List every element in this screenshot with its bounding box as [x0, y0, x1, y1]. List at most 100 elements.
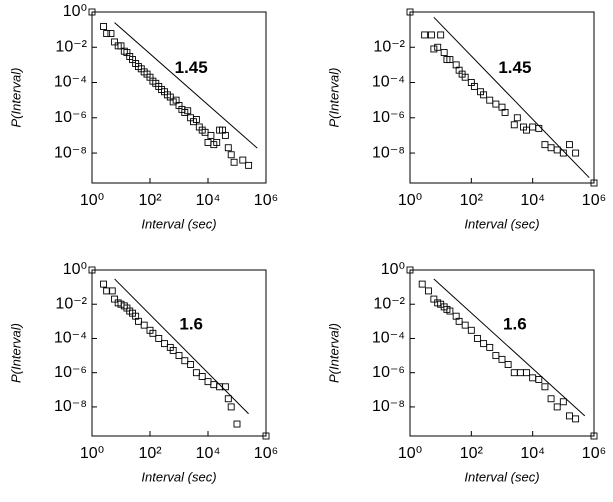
- data-point: [430, 295, 438, 303]
- data-point: [590, 179, 598, 187]
- slope-annotation: 1.45: [498, 58, 531, 77]
- data-point: [486, 343, 494, 351]
- x-tick-label: 10⁶: [582, 192, 606, 209]
- x-tick-label: 10⁴: [520, 192, 545, 209]
- x-tick-label: 10⁶: [254, 192, 278, 209]
- x-tick-label: 10⁴: [520, 445, 545, 462]
- x-tick-label: 10⁴: [196, 192, 221, 209]
- x-tick-label: 10²: [460, 445, 484, 462]
- data-point: [169, 346, 177, 354]
- data-point: [227, 151, 235, 159]
- data-point: [187, 361, 195, 368]
- data-point: [227, 403, 235, 411]
- data-point: [427, 31, 435, 39]
- data-point: [239, 156, 247, 164]
- plot-frame: [91, 269, 267, 437]
- data-point: [88, 8, 96, 16]
- data-point: [535, 376, 543, 383]
- data-point: [446, 56, 454, 64]
- data-point: [406, 266, 414, 274]
- y-tick-label: 10⁻⁸: [54, 144, 87, 161]
- data-point: [155, 335, 163, 342]
- data-point: [486, 96, 494, 104]
- y-tick-label: 10⁻⁴: [54, 330, 87, 347]
- data-point: [418, 280, 426, 288]
- data-point: [446, 307, 454, 315]
- data-point: [406, 8, 414, 16]
- data-point: [559, 149, 567, 157]
- data-point: [513, 114, 521, 122]
- x-tick-label: 10⁶: [254, 445, 278, 462]
- data-point: [108, 287, 116, 295]
- x-tick-label: 10⁰: [398, 192, 422, 209]
- x-tick-label: 10²: [460, 192, 484, 209]
- y-tick-label: 10⁻²: [373, 38, 405, 55]
- data-point: [529, 374, 537, 382]
- y-tick-label: 10⁻²: [55, 38, 87, 55]
- data-point: [470, 82, 478, 90]
- y-axis-label: P(Interval): [326, 323, 341, 383]
- data-point: [572, 149, 580, 157]
- data-point: [233, 420, 241, 428]
- data-point: [473, 335, 481, 342]
- plot-frame: [409, 269, 595, 437]
- data-point: [221, 383, 229, 391]
- data-point: [523, 369, 530, 377]
- data-point: [175, 352, 183, 360]
- data-point: [440, 49, 448, 57]
- data-point: [204, 138, 212, 146]
- data-point: [425, 287, 432, 295]
- y-tick-label: 10⁻²: [55, 295, 87, 312]
- y-tick-label: 10⁻⁸: [54, 398, 87, 415]
- data-point: [100, 280, 107, 288]
- slope-annotation: 1.6: [503, 314, 527, 333]
- fit-line: [433, 16, 590, 179]
- y-tick-label: 10⁻⁶: [372, 364, 405, 381]
- data-point: [140, 321, 148, 329]
- data-point: [210, 381, 218, 389]
- y-tick-label: 10⁰: [381, 261, 405, 278]
- y-tick-label: 10⁻⁶: [54, 109, 87, 126]
- y-tick-label: 10⁻⁴: [372, 74, 405, 91]
- x-axis-label: Interval (sec): [464, 216, 539, 231]
- data-point: [590, 432, 598, 440]
- y-tick-label: 10⁻⁴: [372, 330, 405, 347]
- x-axis-label: Interval (sec): [141, 469, 216, 484]
- data-point: [100, 23, 107, 30]
- data-point: [480, 91, 488, 99]
- x-tick-label: 10⁰: [398, 445, 422, 462]
- data-point: [566, 141, 573, 149]
- data-point: [498, 355, 506, 363]
- data-point: [553, 146, 561, 154]
- data-point: [224, 395, 232, 403]
- slope-annotation: 1.6: [179, 314, 203, 333]
- data-point: [547, 144, 555, 152]
- data-point: [434, 43, 442, 51]
- data-point: [192, 116, 200, 123]
- x-tick-label: 10⁶: [582, 445, 606, 462]
- data-point: [516, 369, 524, 377]
- data-point: [181, 357, 189, 365]
- data-point: [455, 317, 463, 325]
- plot-frame: [409, 11, 595, 184]
- data-point: [510, 369, 518, 377]
- y-tick-label: 10⁰: [63, 3, 87, 20]
- data-point: [501, 109, 509, 116]
- data-point: [437, 31, 445, 39]
- data-point: [192, 369, 200, 377]
- y-tick-label: 10⁻⁶: [372, 109, 405, 126]
- data-point: [559, 398, 567, 406]
- data-point: [111, 295, 119, 303]
- slope-annotation: 1.45: [175, 58, 208, 77]
- x-tick-label: 10²: [138, 445, 162, 462]
- y-axis-label: P(Interval): [8, 323, 23, 383]
- data-point: [461, 73, 469, 81]
- y-tick-label: 10⁻⁸: [372, 144, 405, 161]
- data-point: [541, 383, 549, 391]
- data-point: [103, 287, 111, 295]
- data-point: [492, 100, 500, 108]
- data-point: [480, 340, 488, 348]
- data-point: [161, 340, 168, 348]
- data-point: [566, 412, 573, 420]
